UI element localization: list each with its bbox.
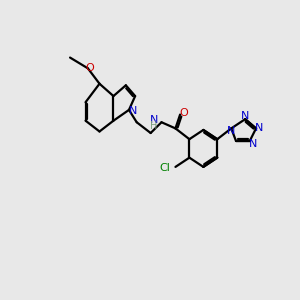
- Text: N: N: [241, 111, 249, 121]
- Text: Cl: Cl: [159, 164, 170, 173]
- Text: N: N: [249, 139, 257, 149]
- Text: N: N: [150, 115, 158, 125]
- Text: N: N: [255, 123, 263, 134]
- Text: N: N: [129, 106, 137, 116]
- Text: H: H: [150, 121, 158, 131]
- Text: N: N: [227, 127, 236, 136]
- Text: O: O: [86, 63, 94, 73]
- Text: O: O: [180, 108, 188, 118]
